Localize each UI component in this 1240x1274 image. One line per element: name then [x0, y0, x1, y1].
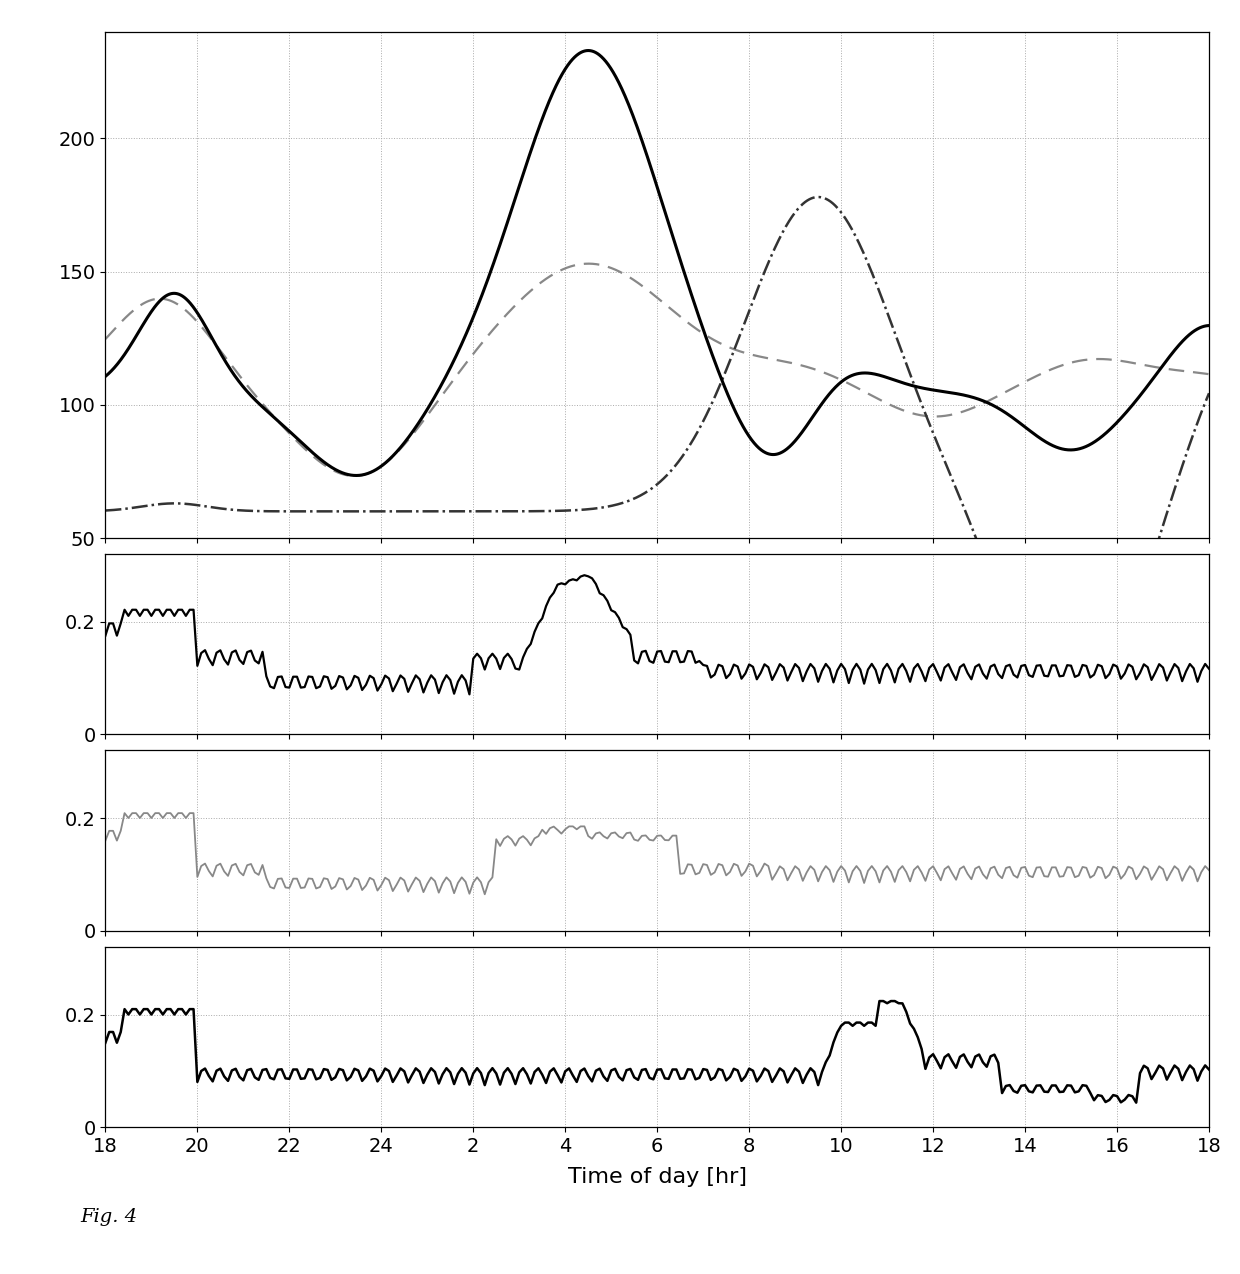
X-axis label: Time of day [hr]: Time of day [hr]: [568, 1167, 746, 1187]
Text: Fig. 4: Fig. 4: [81, 1208, 138, 1226]
